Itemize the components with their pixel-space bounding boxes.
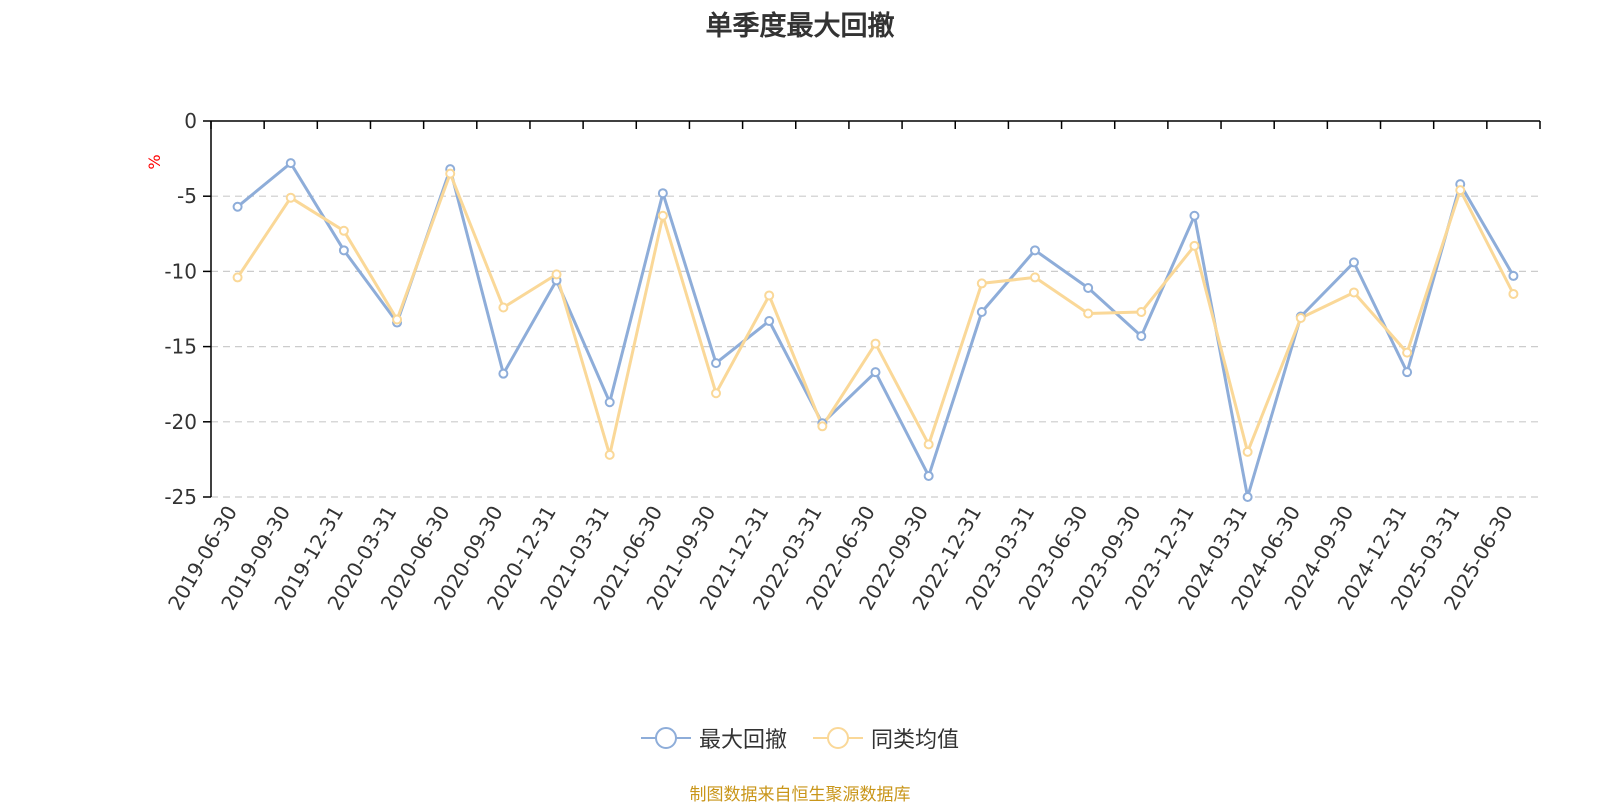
series-2-point (711, 388, 722, 399)
series-2-point (232, 272, 243, 283)
series-1-point (1083, 282, 1094, 293)
series-2-point (1083, 308, 1094, 319)
series-points (232, 158, 1519, 502)
legend-line-circle-icon-yellow (813, 727, 863, 749)
y-tick-label: -10 (164, 259, 197, 283)
series-1-point (657, 188, 668, 199)
series-line-1 (236, 161, 1515, 499)
legend-item-series1[interactable]: 最大回撤 (640, 722, 787, 754)
series-1-point (338, 245, 349, 256)
series-2-point (445, 168, 456, 179)
y-tick-label: -20 (164, 410, 197, 434)
series-2-point (1189, 240, 1200, 251)
series-2-point (1242, 446, 1253, 457)
series-2-point (498, 302, 509, 313)
legend: 最大回撤 同类均值 (0, 722, 1600, 754)
series-2-point (870, 338, 881, 349)
series-1-point (1029, 245, 1040, 256)
series-1-point (1189, 210, 1200, 221)
series-1-point (923, 470, 934, 481)
source-note: 制图数据来自恒生聚源数据库 (689, 785, 911, 805)
series-2-point (1136, 307, 1147, 318)
series-2-point (1455, 185, 1466, 196)
series-2-point (604, 449, 615, 460)
series-2-point (1508, 288, 1519, 299)
series-1-point (711, 358, 722, 369)
series-1-point (498, 368, 509, 379)
series-1-point (764, 316, 775, 327)
series-2-point (817, 421, 828, 432)
series-2-point (1348, 287, 1359, 298)
series-lines (236, 161, 1515, 499)
series-2-point (1402, 347, 1413, 358)
series-2-point (923, 439, 934, 450)
series-1-point (232, 201, 243, 212)
series-line-2 (236, 172, 1515, 457)
legend-line-circle-icon-blue (640, 727, 691, 749)
series-2-point (976, 278, 987, 289)
series-1-point (1508, 270, 1519, 281)
series-1-point (1242, 492, 1253, 502)
y-tick-label: 0 (184, 109, 197, 133)
series-2-point (338, 225, 349, 236)
series-2-point (392, 314, 403, 325)
series-1-point (870, 367, 881, 378)
series-1-point (976, 307, 987, 318)
series-2-point (285, 192, 296, 203)
y-tick-label: -25 (164, 485, 197, 509)
series-2-point (764, 290, 775, 301)
series-2-point (1029, 272, 1040, 283)
series-1-point (285, 158, 296, 169)
series-1-point (1348, 257, 1359, 268)
series-2-point (657, 210, 668, 221)
y-tick-label: -5 (177, 184, 197, 208)
chart-title: 单季度最大回撤 (705, 11, 895, 42)
series-2-point (1295, 313, 1306, 324)
y-axis-unit-label: % (145, 154, 164, 169)
series-1-point (1402, 367, 1413, 378)
series-1-point (604, 397, 615, 408)
legend-item-series2[interactable]: 同类均值 (813, 722, 959, 754)
legend-label-series1: 最大回撤 (698, 728, 787, 753)
series-2-point (551, 269, 562, 280)
legend-label-series2: 同类均值 (871, 728, 960, 753)
y-tick-label: -15 (164, 335, 197, 359)
series-1-point (1136, 331, 1147, 342)
axes: 0-5-10-15-20-252019-06-302019-09-302019-… (163, 109, 1541, 614)
